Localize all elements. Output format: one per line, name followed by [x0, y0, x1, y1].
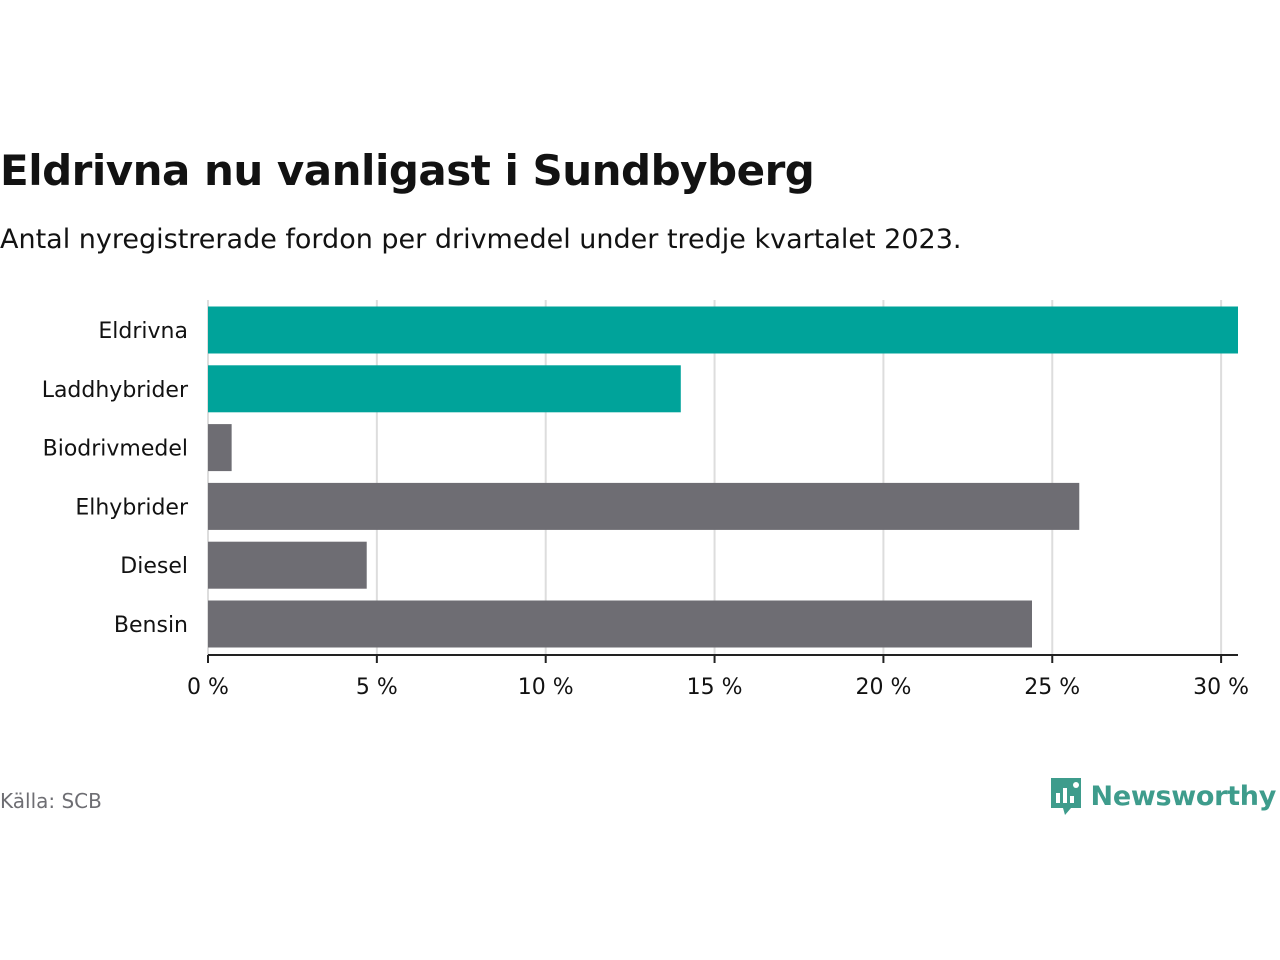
- bar-diesel: [208, 541, 367, 589]
- brand-name: Newsworthy: [1090, 780, 1277, 812]
- x-tick-label: 10 %: [518, 675, 574, 700]
- category-label: Elhybrider: [75, 495, 189, 520]
- category-label: Eldrivna: [98, 319, 188, 344]
- source-note: Källa: SCB: [0, 789, 102, 813]
- bar-chart-icon: [1050, 778, 1081, 815]
- x-tick-label: 15 %: [687, 675, 743, 700]
- bar-chart: Eldrivna Laddhybrider Biodrivmedel Elhybrid…: [42, 300, 1249, 700]
- category-label: Bensin: [114, 613, 188, 638]
- x-tick-label: 5 %: [356, 675, 398, 700]
- bar-bensin: [208, 600, 1032, 648]
- bar-biodrivmedel: [208, 424, 232, 472]
- category-label: Diesel: [120, 554, 188, 579]
- chart-title: Eldrivna nu vanligast i Sundbyberg: [0, 146, 815, 195]
- bar-elhybrider: [208, 482, 1080, 530]
- chart-subtitle: Antal nyregistrerade fordon per drivmede…: [0, 224, 962, 255]
- bar-laddhybrider: [208, 365, 681, 413]
- x-tick-label: 25 %: [1024, 675, 1080, 700]
- x-tick-label: 20 %: [855, 675, 911, 700]
- x-tick-label: 0 %: [187, 675, 229, 700]
- x-tick-label: 30 %: [1193, 675, 1249, 700]
- category-label: Biodrivmedel: [43, 437, 188, 462]
- category-label: Laddhybrider: [42, 378, 189, 403]
- bar-eldrivna: [208, 306, 1238, 354]
- brand-logo: Newsworthy: [1049, 776, 1276, 816]
